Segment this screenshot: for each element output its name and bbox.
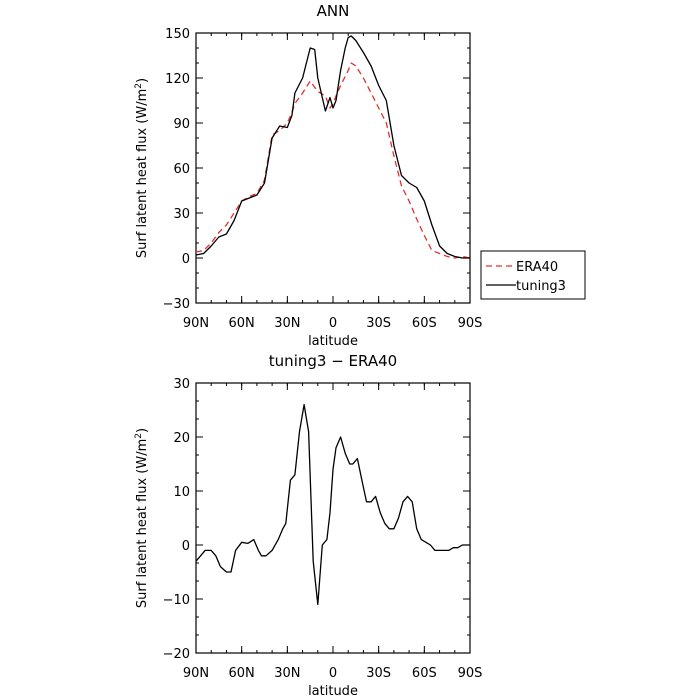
series-line-difference bbox=[195, 403, 470, 606]
y-tick-label: 120 bbox=[165, 72, 190, 87]
series-line-era40 bbox=[195, 62, 471, 259]
plot-frame bbox=[195, 382, 471, 654]
chart-panel-2: 90N 60N 30N 0 30S 60S 90S −20 −10 0 10 20 30 tuning3 … bbox=[134, 352, 482, 699]
y-tick-label: 0 bbox=[182, 252, 190, 267]
legend: ERA40 tuning3 bbox=[480, 250, 586, 300]
y-tick-label: 150 bbox=[165, 27, 190, 42]
y-axis-label: Surf latent heat flux (W/m2) bbox=[134, 78, 150, 258]
x-axis-label: latitude bbox=[308, 684, 358, 699]
chart-title: ANN bbox=[317, 2, 350, 20]
x-tick-label: 90N bbox=[183, 316, 209, 331]
y-tick-label: 20 bbox=[173, 431, 190, 446]
x-tick-label: 30N bbox=[274, 316, 300, 331]
x-tick-label: 90N bbox=[183, 666, 209, 681]
y-tick-label: −10 bbox=[163, 593, 190, 608]
y-axis-label-close: ) bbox=[135, 428, 150, 433]
chart-panel-1: 90N 60N 30N 0 30S 60S 90S −30 0 30 60 90 120 150 ANN la… bbox=[134, 2, 586, 349]
x-tick-label: 60N bbox=[229, 666, 255, 681]
y-tick-label: 60 bbox=[173, 162, 190, 177]
series-line-tuning3 bbox=[195, 35, 470, 259]
y-tick-label: 30 bbox=[173, 377, 190, 392]
y-axis-label: Surf latent heat flux (W/m2) bbox=[134, 428, 150, 608]
y-tick-label: 0 bbox=[182, 539, 190, 554]
y-axis-label-text: Surf latent heat flux (W/m bbox=[135, 439, 150, 608]
legend-label: tuning3 bbox=[516, 279, 566, 294]
x-tick-label: 60S bbox=[412, 316, 437, 331]
y-axis-label-sup: 2 bbox=[134, 83, 144, 89]
y-axis-label-text: Surf latent heat flux (W/m bbox=[135, 89, 150, 258]
chart-title: tuning3 − ERA40 bbox=[269, 352, 397, 370]
plot-frame bbox=[195, 32, 471, 304]
x-axis-label: latitude bbox=[308, 334, 358, 349]
y-tick-label: 10 bbox=[173, 485, 190, 500]
y-axis-label-sup: 2 bbox=[134, 433, 144, 439]
y-tick-label: 30 bbox=[173, 207, 190, 222]
y-tick-label: 90 bbox=[173, 117, 190, 132]
x-tick-label: 90S bbox=[458, 316, 483, 331]
y-tick-label: −30 bbox=[163, 297, 190, 312]
x-tick-label: 30S bbox=[366, 316, 391, 331]
y-tick-label: −20 bbox=[163, 647, 190, 662]
x-tick-label: 60S bbox=[412, 666, 437, 681]
x-tick-label: 0 bbox=[329, 316, 337, 331]
x-tick-label: 30S bbox=[366, 666, 391, 681]
x-tick-label: 60N bbox=[229, 316, 255, 331]
x-tick-label: 30N bbox=[274, 666, 300, 681]
legend-box bbox=[480, 250, 586, 300]
x-tick-label: 0 bbox=[329, 666, 337, 681]
legend-label: ERA40 bbox=[516, 260, 558, 275]
x-tick-label: 90S bbox=[458, 666, 483, 681]
y-axis-label-close: ) bbox=[135, 78, 150, 83]
